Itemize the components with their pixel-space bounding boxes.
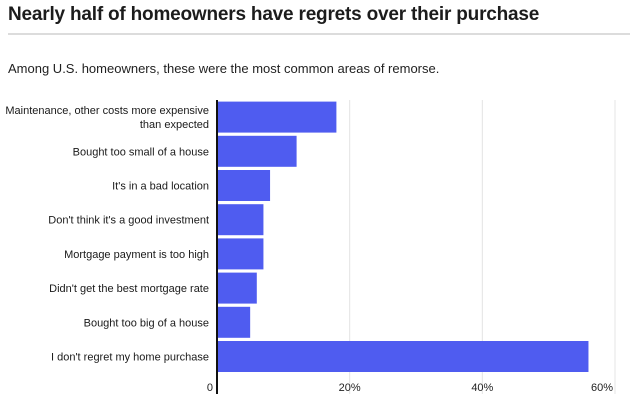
category-label: Maintenance, other costs more expensive bbox=[5, 105, 209, 117]
chart-title: Nearly half of homeowners have regrets o… bbox=[8, 4, 540, 25]
category-label: Didn't get the best mortgage rate bbox=[49, 283, 209, 295]
bar bbox=[217, 306, 251, 338]
category-label: I don't regret my home purchase bbox=[51, 352, 209, 364]
category-label: Mortgage payment is too high bbox=[64, 249, 209, 261]
x-tick-label: 40% bbox=[471, 382, 493, 394]
bar bbox=[217, 272, 257, 304]
x-tick-label: 0 bbox=[207, 382, 213, 394]
x-tick-label: 20% bbox=[339, 382, 361, 394]
category-label: It's in a bad location bbox=[112, 181, 209, 193]
chart-subtitle: Among U.S. homeowners, these were the mo… bbox=[8, 61, 440, 76]
bar bbox=[217, 341, 589, 372]
title-divider bbox=[8, 33, 630, 35]
bar bbox=[217, 135, 297, 167]
bar bbox=[217, 170, 271, 201]
x-tick-label: 60% bbox=[591, 382, 613, 394]
category-label: Bought too small of a house bbox=[73, 146, 209, 158]
category-label: than expected bbox=[140, 119, 209, 131]
bar bbox=[217, 204, 264, 236]
bar bbox=[217, 238, 264, 270]
bar bbox=[217, 101, 337, 133]
category-label: Bought too big of a house bbox=[84, 317, 209, 329]
category-label: Don't think it's a good investment bbox=[48, 215, 209, 227]
